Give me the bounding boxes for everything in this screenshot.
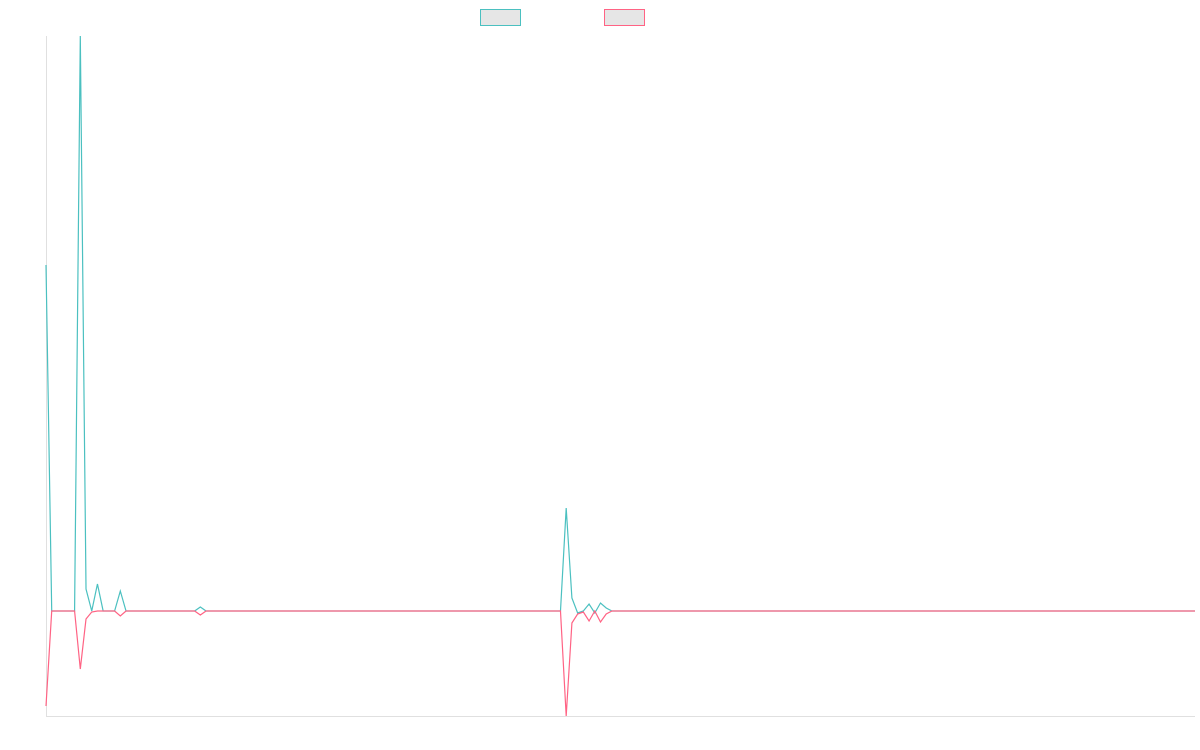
legend-swatch[interactable] xyxy=(604,9,645,26)
series-line xyxy=(45,35,1195,615)
legend-swatch[interactable] xyxy=(480,9,521,26)
series-line xyxy=(45,609,1195,717)
